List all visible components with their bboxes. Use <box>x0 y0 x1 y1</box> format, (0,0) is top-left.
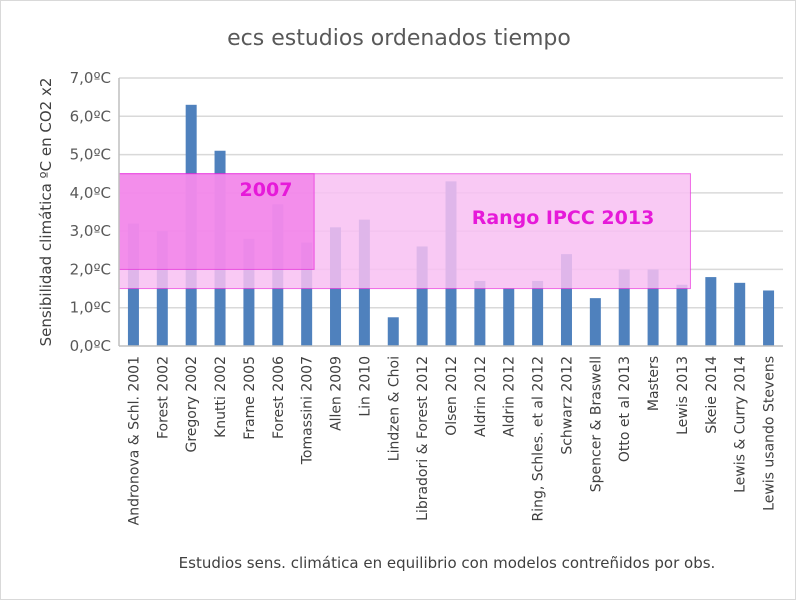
bar <box>560 254 572 346</box>
x-tick-label: Forest 2002 <box>155 356 171 439</box>
bar <box>532 280 544 346</box>
x-tick-label: Knutti 2002 <box>213 356 229 438</box>
bar <box>416 246 428 346</box>
x-tick-label: Lewis 2013 <box>675 356 691 435</box>
x-tick-label: Lewis & Curry 2014 <box>733 356 749 493</box>
x-tick-label: Tomassini 2007 <box>300 356 316 465</box>
bar <box>647 269 659 346</box>
x-axis-label: Estudios sens. climática en equilibrio c… <box>179 554 716 572</box>
y-tick-label: 5,0ºC <box>70 146 111 164</box>
x-tick-label: Frame 2005 <box>242 356 258 440</box>
bar <box>705 277 717 346</box>
bar <box>763 290 775 346</box>
x-tick-label: Spencer & Braswell <box>588 356 604 492</box>
bar <box>243 238 255 346</box>
y-axis-label: Sensibilidad climática ºC en CO2 x2 <box>37 78 55 347</box>
tick-labels: 0,0ºC 1,0ºC 2,0ºC 3,0ºC 4,0ºC 5,0ºC 6,0ºC 7,0ºC… <box>70 69 778 525</box>
x-tick-label: Lindzen & Choi <box>386 356 402 461</box>
y-tick-label: 6,0ºC <box>70 107 111 125</box>
annotation-label-2007: 2007 <box>240 179 293 201</box>
x-tick-label: Libradori & Forest 2012 <box>415 356 431 521</box>
x-tick-label: Andronova & Schl. 2001 <box>126 356 142 525</box>
x-tick-label: Allen 2009 <box>329 356 345 431</box>
annotation-box-2007 <box>118 173 315 270</box>
x-tick-label: Aldrin 2012 <box>502 356 518 437</box>
y-tick-label: 4,0ºC <box>70 184 111 202</box>
annotation-boxes: 2007 Rango IPCC 2013 <box>118 173 691 290</box>
bar <box>474 280 486 346</box>
annotation-label-ipcc-2013: Rango IPCC 2013 <box>472 207 655 229</box>
y-tick-label: 2,0ºC <box>70 260 111 278</box>
y-tick-label: 0,0ºC <box>70 337 111 355</box>
x-tick-label: Aldrin 2012 <box>473 356 489 437</box>
chart-title: ecs estudios ordenados tiempo <box>227 26 571 51</box>
x-tick-label: Otto et al 2013 <box>617 356 633 462</box>
x-tick-label: Schwarz 2012 <box>559 356 575 455</box>
x-tick-label: Lewis usando Stevens <box>762 356 778 511</box>
y-tick-label: 1,0ºC <box>70 299 111 317</box>
x-tick-label: Skeie 2014 <box>704 356 720 434</box>
bar <box>734 282 746 346</box>
bar <box>676 284 688 346</box>
bar <box>503 288 515 346</box>
bar <box>387 317 399 346</box>
x-tick-label: Olsen 2012 <box>444 356 460 436</box>
axes <box>118 78 783 347</box>
x-tick-label: Masters <box>646 356 662 411</box>
y-tick-label: 7,0ºC <box>70 69 111 87</box>
x-tick-label: Ring, Schles. et al 2012 <box>531 356 547 522</box>
x-tick-label: Gregory 2002 <box>184 356 200 452</box>
x-tick-label: Lin 2010 <box>357 356 373 417</box>
y-tick-label: 3,0ºC <box>70 222 111 240</box>
x-tick-label: Forest 2006 <box>271 356 287 439</box>
bar <box>589 298 601 346</box>
bar <box>301 242 313 346</box>
bar <box>618 269 630 346</box>
